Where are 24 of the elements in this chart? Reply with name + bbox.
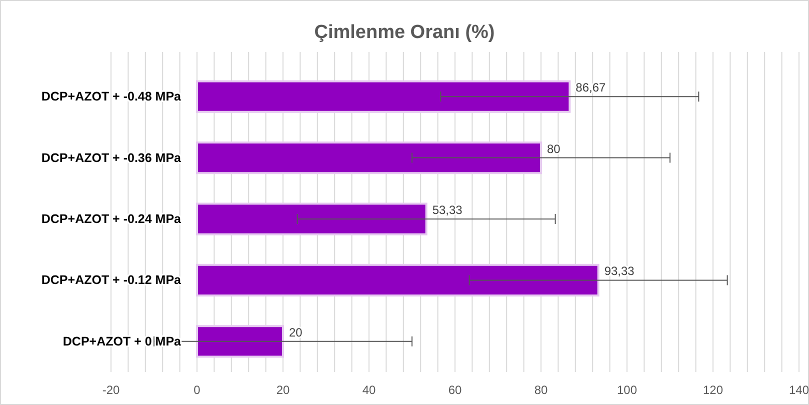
bar [196, 142, 542, 174]
x-tick-label: 120 [702, 383, 724, 397]
x-tick-label: 60 [448, 383, 462, 397]
y-tick-label: DCP+AZOT + -0.24 MPa [41, 212, 182, 226]
data-label: 20 [289, 325, 303, 340]
y-tick-label: DCP+AZOT + -0.12 MPa [41, 273, 182, 288]
x-tick-label: 20 [276, 383, 290, 397]
data-label: 86,67 [576, 80, 606, 95]
y-tick-label: DCP+AZOT + -0.36 MPa [41, 150, 182, 165]
chart-title: Çimlenme Oranı (%) [314, 22, 495, 43]
bar [196, 325, 284, 358]
y-tick-label: DCP+AZOT + -0.48 MPa [41, 90, 182, 104]
data-label: 80 [547, 142, 561, 156]
x-tick-label: 80 [534, 383, 548, 397]
x-tick-label: 0 [194, 383, 201, 397]
x-tick-label: 40 [362, 383, 376, 397]
x-tick-label: 100 [616, 383, 638, 397]
x-tick-label: -20 [102, 383, 120, 397]
bar [196, 80, 571, 113]
bar [196, 202, 428, 236]
data-label: 93,33 [604, 264, 635, 278]
x-tick-label: 140 [788, 383, 809, 397]
data-label: 53,33 [432, 203, 463, 217]
bar [196, 264, 600, 296]
